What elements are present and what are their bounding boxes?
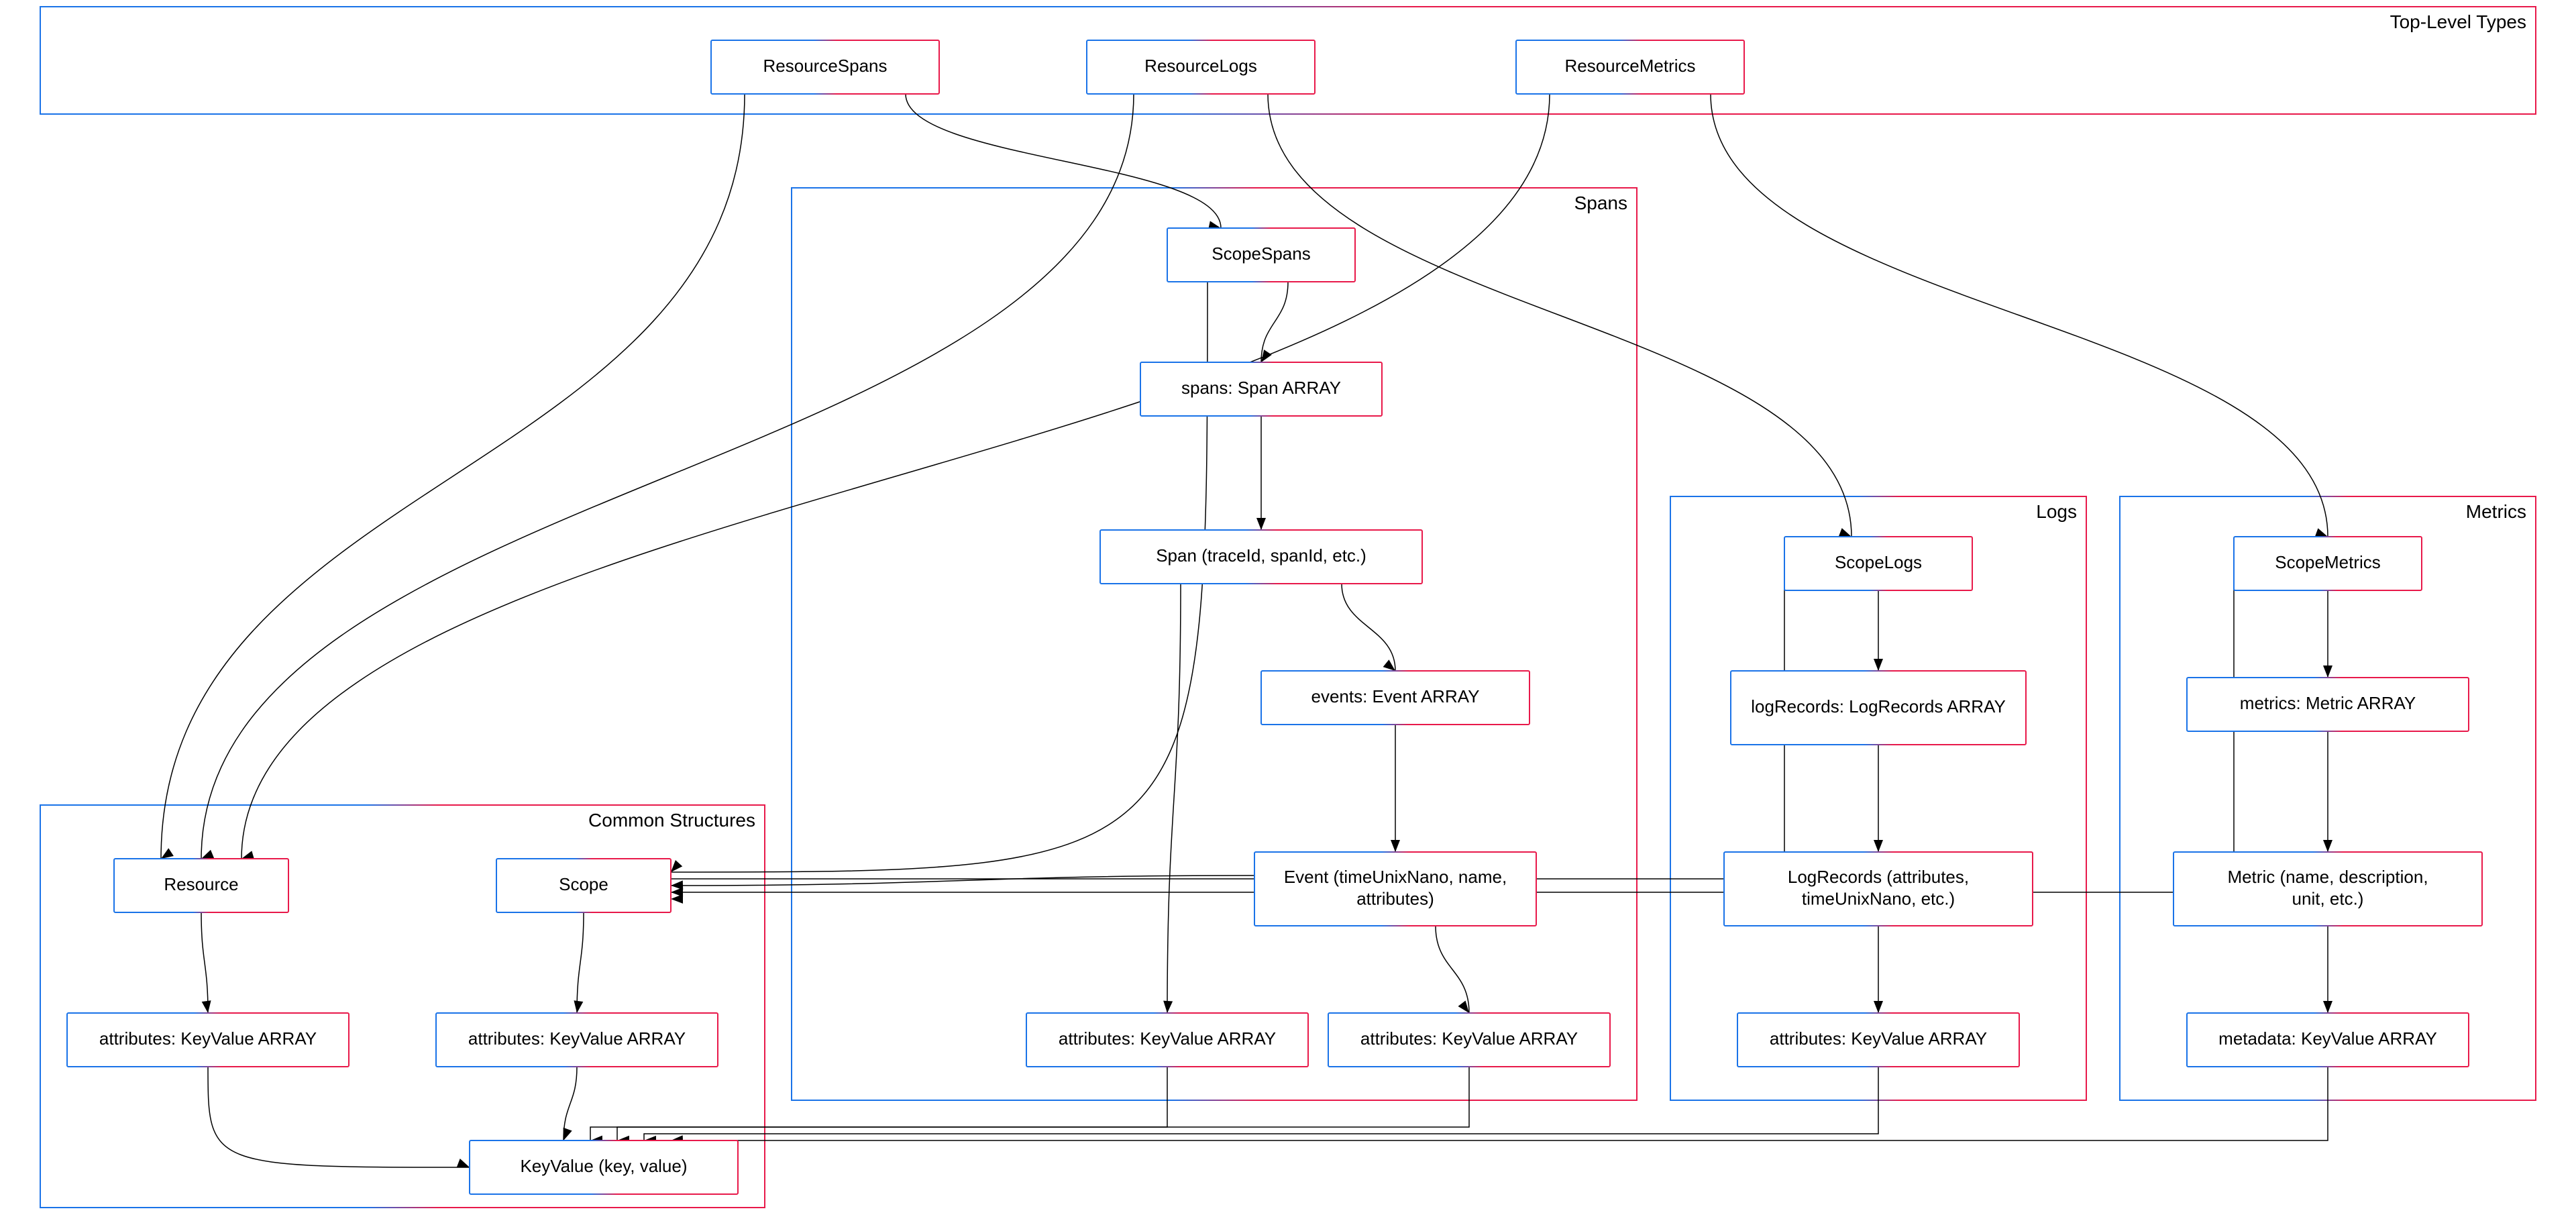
group-label: Logs bbox=[2036, 501, 2077, 522]
node-label: spans: Span ARRAY bbox=[1181, 378, 1341, 398]
node-label: metrics: Metric ARRAY bbox=[2240, 693, 2416, 713]
node-label: Scope bbox=[559, 874, 608, 894]
node-label: attributes: KeyValue ARRAY bbox=[1059, 1028, 1276, 1049]
node-label: attributes: KeyValue ARRAY bbox=[1770, 1028, 1987, 1049]
edge-scope_attrs-keyvalue bbox=[564, 1067, 577, 1140]
edge-metricarr-metric bbox=[2323, 731, 2332, 852]
node-metric_meta: metadata: KeyValue ARRAY bbox=[2187, 1013, 2469, 1067]
node-event: Event (timeUnixNano, name,attributes) bbox=[1254, 852, 1536, 926]
node-span_attrs: attributes: KeyValue ARRAY bbox=[1026, 1013, 1308, 1067]
node-eventsarr: events: Event ARRAY bbox=[1261, 671, 1529, 725]
diagram-canvas: Top-Level Types Common Structures Spans Log… bbox=[0, 0, 2576, 1223]
node-scopemetrics: ScopeMetrics bbox=[2234, 537, 2422, 590]
group-label: Metrics bbox=[2466, 501, 2526, 522]
node-logrecords: LogRecords (attributes,timeUnixNano, etc… bbox=[1724, 852, 2033, 926]
node-label: ScopeMetrics bbox=[2275, 552, 2381, 572]
edge-event-scope bbox=[671, 875, 1254, 890]
node-scopelogs: ScopeLogs bbox=[1784, 537, 1972, 590]
edge-log_attrs-keyvalue bbox=[644, 1067, 1878, 1145]
edge-metric-metric_meta bbox=[2323, 926, 2332, 1013]
edge-resourcespans-resource bbox=[161, 94, 745, 859]
edge-resource-res_attrs bbox=[201, 912, 211, 1013]
node-resourcespans: ResourceSpans bbox=[711, 40, 939, 94]
edge-metric_meta-keyvalue bbox=[671, 1067, 2328, 1145]
node-scopespans: ScopeSpans bbox=[1167, 228, 1355, 282]
edge-logrecarr-logrecords bbox=[1874, 745, 1883, 852]
edge-span-span_attrs bbox=[1163, 584, 1181, 1013]
node-keyvalue: KeyValue (key, value) bbox=[470, 1140, 738, 1194]
node-label: ScopeLogs bbox=[1835, 552, 1922, 572]
node-scope: Scope bbox=[496, 859, 671, 912]
node-label: Span (traceId, spanId, etc.) bbox=[1156, 545, 1366, 566]
node-label: ResourceLogs bbox=[1144, 56, 1257, 76]
node-metricarr: metrics: Metric ARRAY bbox=[2187, 678, 2469, 731]
node-event_attrs: attributes: KeyValue ARRAY bbox=[1328, 1013, 1610, 1067]
edge-span-eventsarr bbox=[1342, 584, 1395, 671]
node-label: ResourceMetrics bbox=[1564, 56, 1695, 76]
node-label: attributes: KeyValue ARRAY bbox=[468, 1028, 686, 1049]
node-res_attrs: attributes: KeyValue ARRAY bbox=[67, 1013, 349, 1067]
edge-scope-scope_attrs bbox=[574, 912, 584, 1013]
node-label: ScopeSpans bbox=[1212, 244, 1310, 264]
edge-scopelogs-scope bbox=[671, 564, 1784, 897]
edge-scopelogs-logrecarr bbox=[1874, 590, 1883, 671]
group-g_spans: Spans bbox=[792, 188, 1637, 1100]
edge-spansarr-span bbox=[1256, 416, 1266, 530]
edge-resourcemetrics-scopemetrics bbox=[1711, 94, 2328, 537]
node-label: events: Event ARRAY bbox=[1311, 686, 1480, 706]
edge-resourcelogs-resource bbox=[201, 94, 1134, 859]
node-label: ResourceSpans bbox=[763, 56, 888, 76]
edge-resourcemetrics-resource bbox=[241, 94, 1550, 860]
node-label: attributes: KeyValue ARRAY bbox=[1360, 1028, 1578, 1049]
group-label: Top-Level Types bbox=[2390, 11, 2526, 32]
edge-eventsarr-event bbox=[1391, 725, 1400, 852]
edge-event_attrs-keyvalue bbox=[617, 1067, 1469, 1145]
edge-resourcelogs-scopelogs bbox=[1268, 94, 1851, 537]
node-logrecarr: logRecords: LogRecords ARRAY bbox=[1731, 671, 2026, 745]
edge-event-event_attrs bbox=[1436, 926, 1469, 1013]
edge-scopemetrics-metricarr bbox=[2323, 590, 2332, 678]
node-label: KeyValue (key, value) bbox=[520, 1156, 687, 1176]
node-spansarr: spans: Span ARRAY bbox=[1140, 362, 1382, 416]
node-label: attributes: KeyValue ARRAY bbox=[99, 1028, 317, 1049]
edge-span_attrs-keyvalue bbox=[590, 1067, 1167, 1145]
node-metric: Metric (name, description,unit, etc.) bbox=[2174, 852, 2482, 926]
node-label: logRecords: LogRecords ARRAY bbox=[1751, 696, 2006, 716]
node-label: metadata: KeyValue ARRAY bbox=[2218, 1028, 2437, 1049]
node-log_attrs: attributes: KeyValue ARRAY bbox=[1737, 1013, 2019, 1067]
node-scope_attrs: attributes: KeyValue ARRAY bbox=[436, 1013, 718, 1067]
group-label: Common Structures bbox=[588, 810, 755, 831]
node-label: Resource bbox=[164, 874, 238, 894]
group-label: Spans bbox=[1574, 193, 1627, 213]
node-resourcemetrics: ResourceMetrics bbox=[1516, 40, 1744, 94]
node-span: Span (traceId, spanId, etc.) bbox=[1100, 530, 1422, 584]
node-resource: Resource bbox=[114, 859, 288, 912]
node-resourcelogs: ResourceLogs bbox=[1087, 40, 1315, 94]
edge-scopespans-spansarr bbox=[1261, 282, 1288, 362]
edge-logrecords-log_attrs bbox=[1874, 926, 1883, 1013]
edge-res_attrs-keyvalue bbox=[208, 1067, 470, 1167]
